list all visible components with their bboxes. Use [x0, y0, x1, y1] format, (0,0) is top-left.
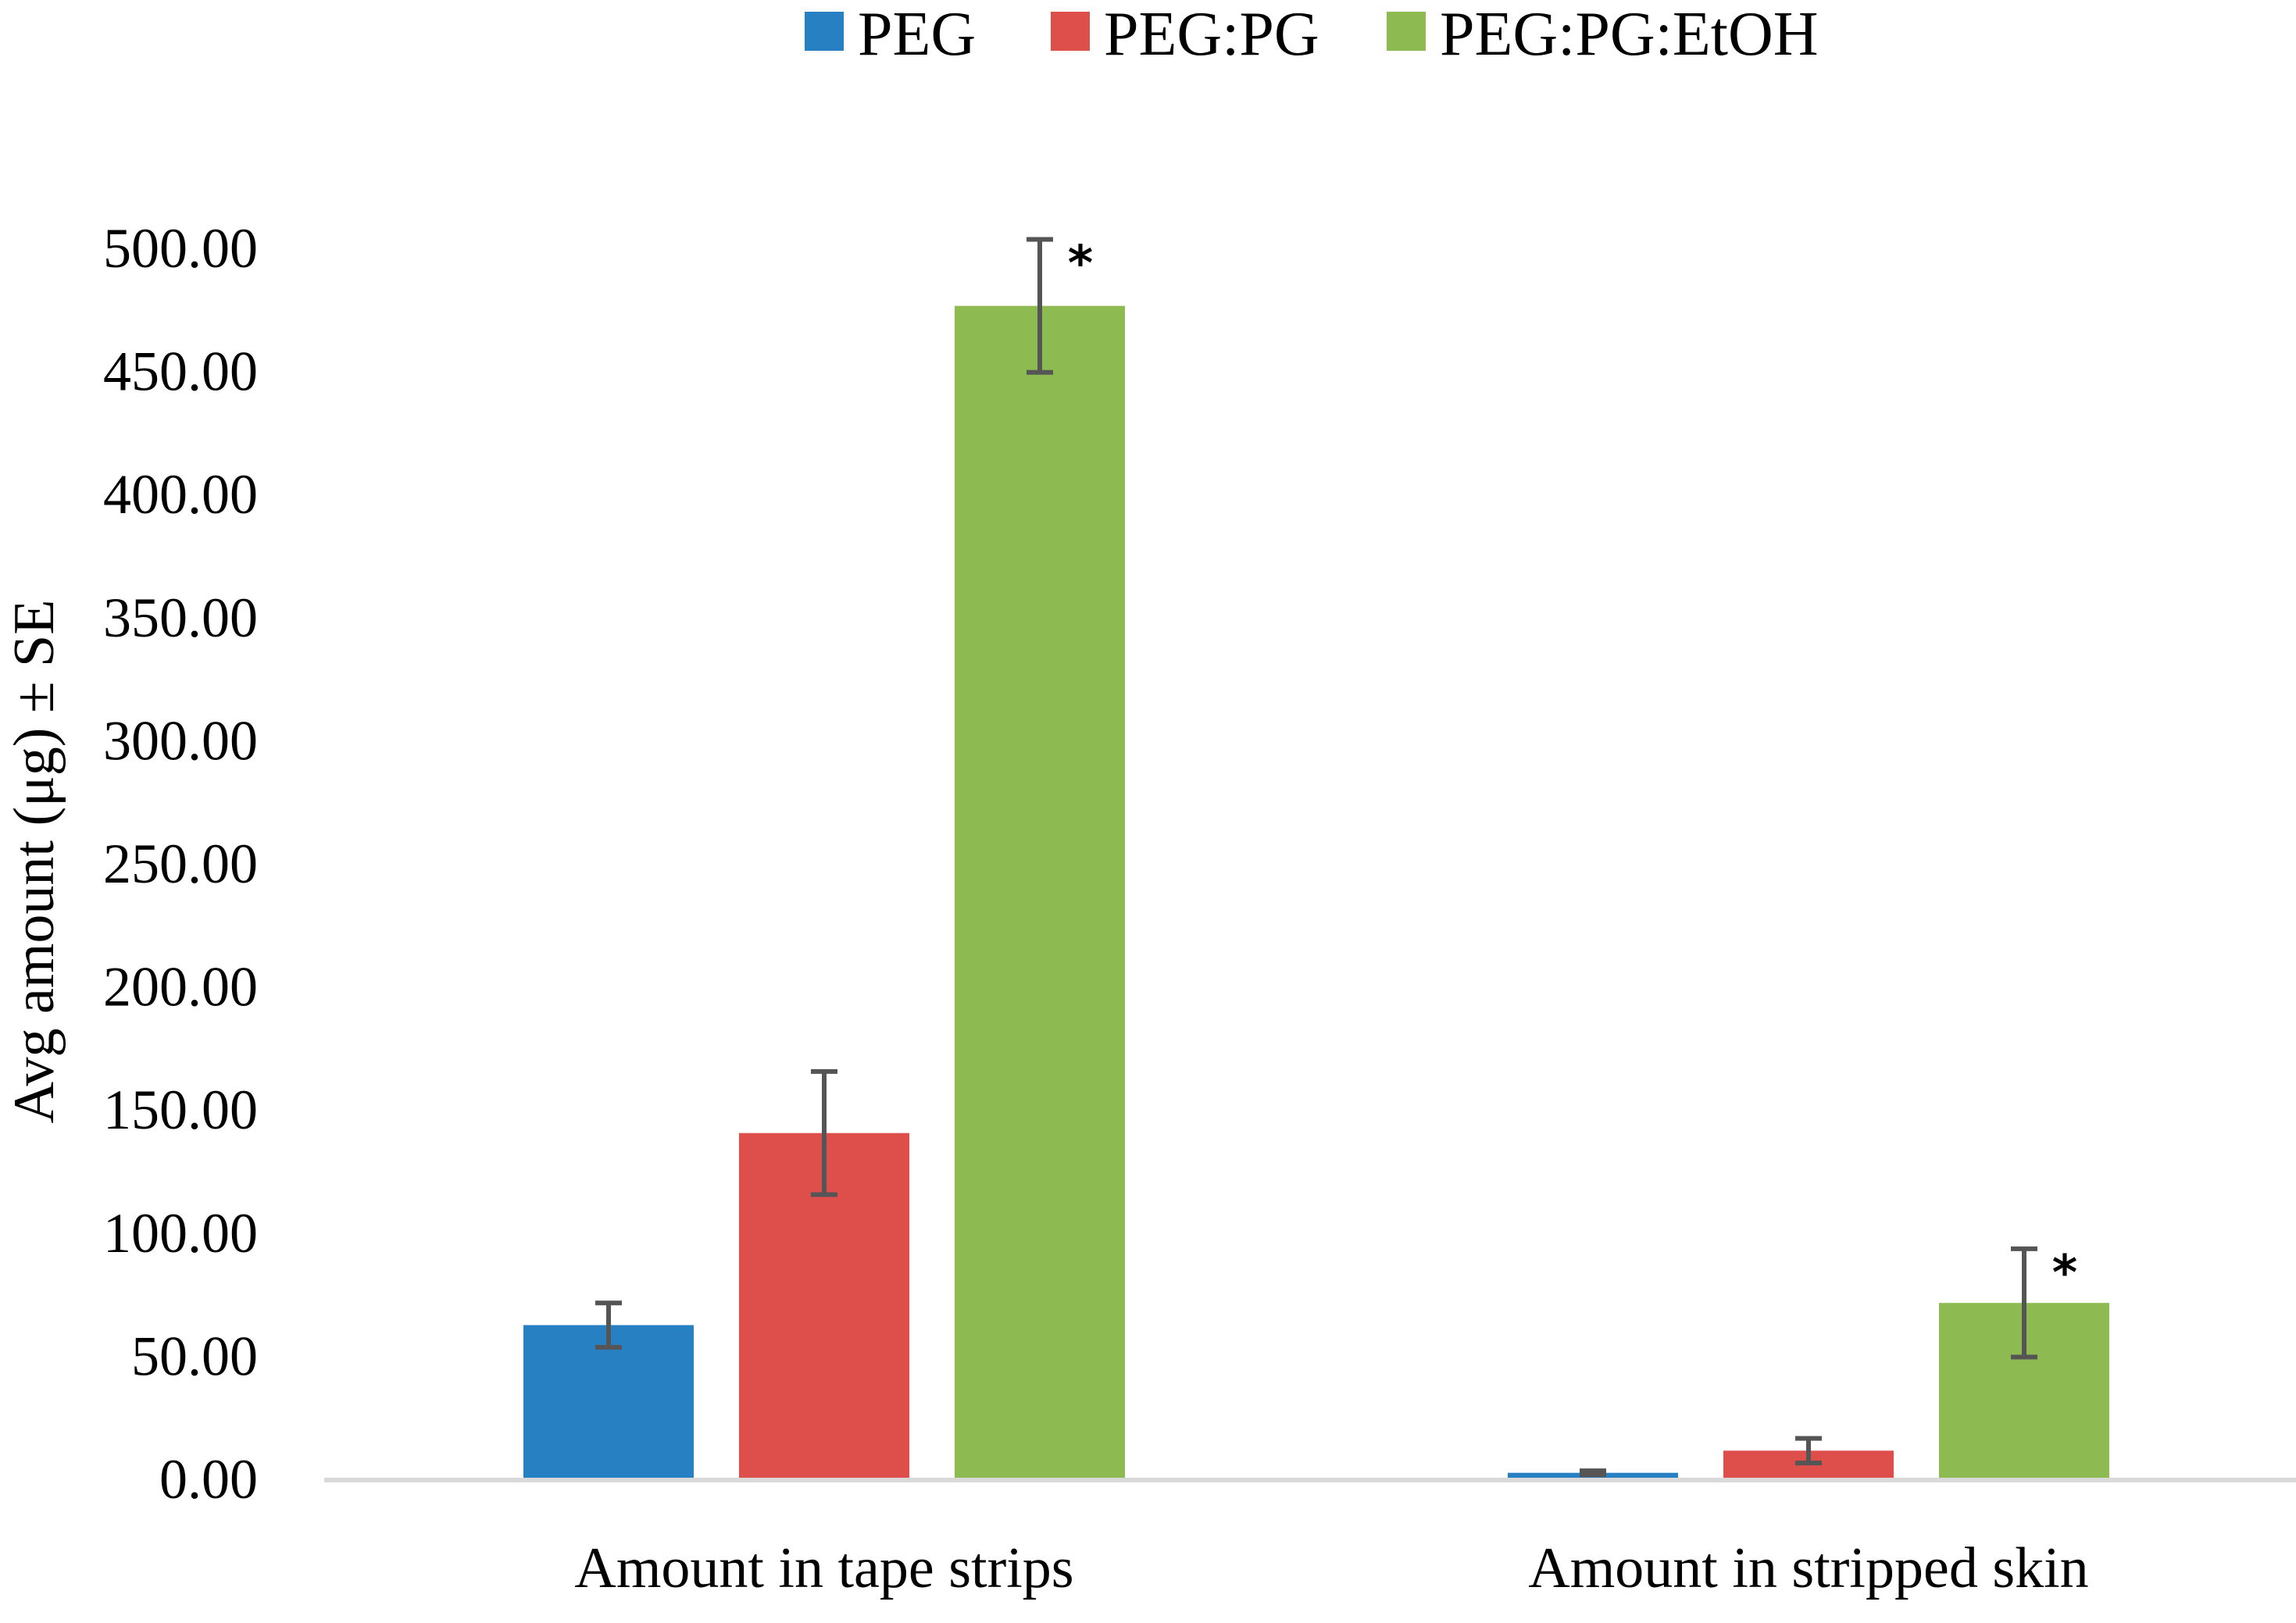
- y-tick-label: 50.00: [131, 1325, 258, 1387]
- y-tick-label: 500.00: [103, 217, 258, 280]
- y-tick-label: 250.00: [103, 833, 258, 895]
- legend-swatch: [1387, 12, 1426, 51]
- y-tick-label: 100.00: [103, 1202, 258, 1265]
- significance-marker: *: [2052, 1244, 2077, 1301]
- legend-swatch: [1051, 12, 1090, 51]
- bar-peg-pg-etoh-1: [955, 305, 1125, 1479]
- legend-label: PEG:PG: [1104, 0, 1319, 69]
- y-tick-label: 350.00: [103, 587, 258, 649]
- y-tick-label: 300.00: [103, 709, 258, 772]
- y-tick-label: 400.00: [103, 463, 258, 526]
- legend-label: PEG:PG:EtOH: [1440, 0, 1819, 69]
- x-category-label: Amount in stripped skin: [1528, 1536, 2088, 1600]
- y-axis-label: Avg amount (μg) ± SE: [2, 600, 66, 1124]
- x-category-label: Amount in tape strips: [574, 1536, 1073, 1600]
- y-tick-label: 150.00: [103, 1079, 258, 1141]
- y-tick-label: 450.00: [103, 341, 258, 403]
- significance-marker: *: [1068, 235, 1093, 292]
- y-tick-label: 0.00: [159, 1448, 258, 1511]
- legend-swatch: [805, 12, 844, 51]
- bar-peg-1: [523, 1325, 694, 1478]
- y-tick-label: 200.00: [103, 956, 258, 1018]
- legend-label: PEG: [858, 0, 976, 69]
